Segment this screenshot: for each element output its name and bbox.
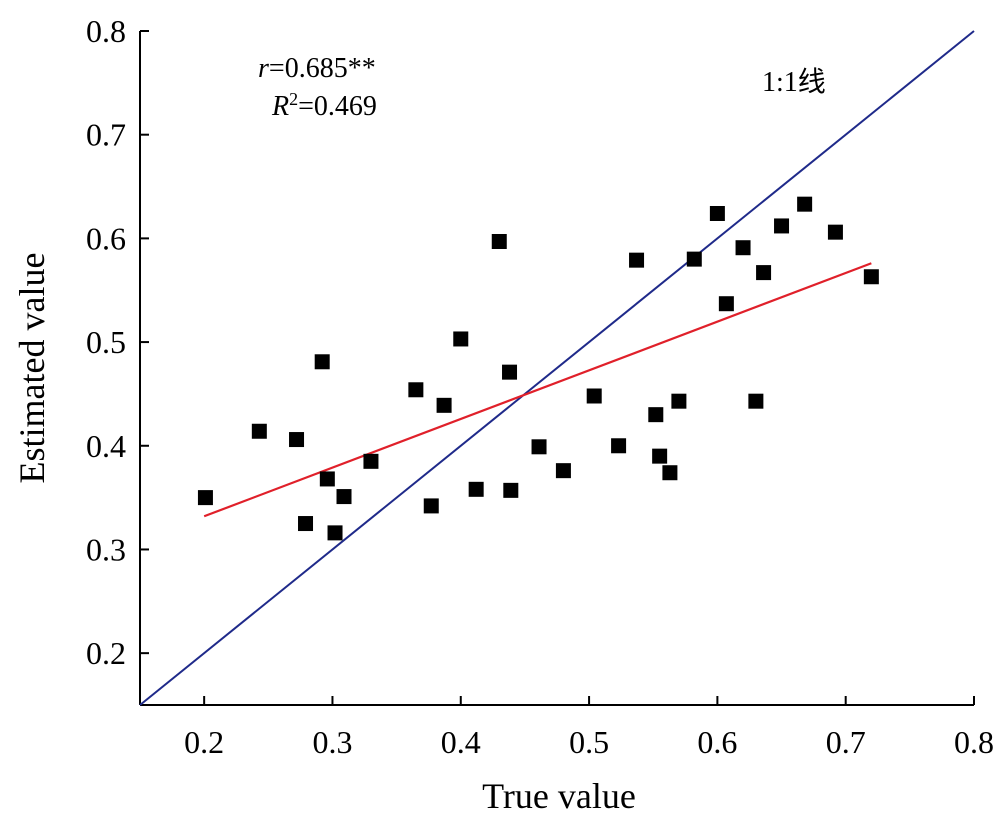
data-point: [611, 438, 627, 454]
y-tick-label: 0.8: [86, 13, 126, 49]
y-tick-label: 0.7: [86, 117, 126, 153]
data-point: [686, 251, 702, 267]
data-point: [586, 388, 602, 404]
y-tick-label: 0.2: [86, 635, 126, 671]
data-point: [436, 397, 452, 413]
axes: 0.2 0.3 0.4 0.5 0.6 0.7 0.8 0.2 0.3 0.4 0.5 0.6 0.7…: [86, 13, 994, 760]
data-point: [289, 432, 305, 448]
r-symbol: r: [258, 53, 269, 84]
x-tick-label: 0.6: [697, 724, 737, 760]
y-ticks: 0.2 0.3 0.4 0.5 0.6 0.7 0.8: [86, 13, 149, 671]
x-tick-label: 0.8: [954, 724, 994, 760]
x-tick-label: 0.3: [312, 724, 352, 760]
data-point: [319, 471, 335, 487]
data-point: [735, 240, 751, 256]
data-point: [709, 205, 725, 221]
data-point: [863, 269, 879, 285]
y-tick-label: 0.3: [86, 531, 126, 567]
one-to-one-line: [139, 30, 975, 706]
data-points: [197, 196, 879, 541]
data-point: [503, 482, 519, 498]
data-point: [671, 393, 687, 409]
data-point: [336, 489, 352, 505]
regression-fit-line: [203, 262, 872, 518]
data-point: [718, 296, 734, 312]
data-point: [197, 490, 213, 506]
y-tick-label: 0.4: [86, 428, 126, 464]
data-point: [408, 382, 424, 398]
data-point: [298, 516, 314, 532]
data-point: [756, 265, 772, 281]
x-tick-label: 0.7: [826, 724, 866, 760]
x-tick-label: 0.2: [184, 724, 224, 760]
x-tick-label: 0.5: [569, 724, 609, 760]
y-tick-label: 0.6: [86, 220, 126, 256]
data-point: [314, 354, 330, 370]
data-point: [555, 463, 571, 479]
one-to-one-label: 1:1线: [762, 66, 826, 98]
data-point: [748, 393, 764, 409]
data-point: [827, 224, 843, 240]
data-point: [629, 252, 645, 268]
r-value: =0.685**: [269, 53, 376, 84]
r-annotation: r=0.685**: [258, 53, 376, 84]
y-tick-label: 0.5: [86, 324, 126, 360]
data-point: [502, 364, 518, 380]
x-axis-title: True value: [482, 776, 636, 816]
data-point: [797, 196, 813, 212]
data-point: [468, 481, 484, 497]
data-point: [652, 448, 668, 464]
data-point: [453, 331, 469, 347]
y-axis-title: Estimated value: [12, 253, 52, 484]
x-tick-label: 0.4: [441, 724, 481, 760]
r2-superscript: 2: [289, 89, 298, 109]
data-point: [251, 423, 267, 439]
data-point: [774, 218, 790, 234]
data-point: [423, 498, 439, 514]
data-point: [648, 407, 664, 423]
x-ticks: 0.2 0.3 0.4 0.5 0.6 0.7 0.8: [184, 696, 994, 760]
data-point: [531, 439, 547, 455]
r2-annotation: R2=0.469: [271, 89, 377, 122]
reference-lines: [139, 30, 975, 706]
data-point: [327, 525, 343, 541]
data-point: [662, 465, 678, 481]
r2-value: =0.469: [298, 91, 377, 122]
data-point: [491, 233, 507, 249]
r2-symbol: R: [271, 91, 289, 122]
data-point: [363, 453, 379, 469]
